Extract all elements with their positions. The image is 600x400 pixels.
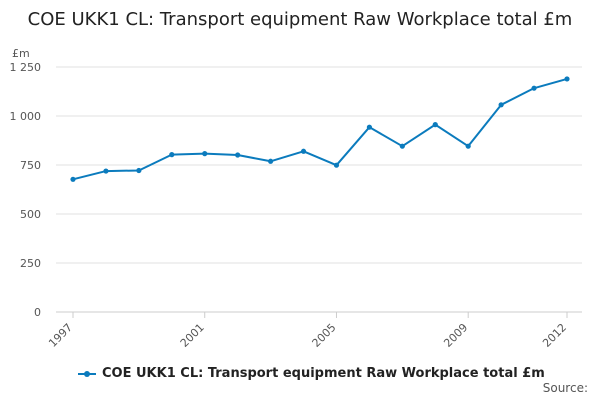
data-point <box>366 124 372 130</box>
data-point <box>531 85 537 91</box>
data-point <box>103 168 109 174</box>
y-unit-label: £m <box>12 47 30 60</box>
series-line <box>72 77 568 181</box>
source-label: Source: <box>542 381 588 395</box>
y-tick-label: 250 <box>20 257 41 270</box>
legend[interactable]: COE UKK1 CL: Transport equipment Raw Wor… <box>78 366 545 381</box>
data-point <box>300 148 307 154</box>
x-tick-label: 2005 <box>310 321 339 350</box>
data-point <box>70 176 76 182</box>
chart-title: COE UKK1 CL: Transport equipment Raw Wor… <box>27 9 573 30</box>
data-point <box>564 76 570 82</box>
legend-swatch-icon <box>78 369 96 379</box>
data-point <box>432 122 438 128</box>
data-point <box>498 102 504 108</box>
x-tick-label: 2012 <box>540 321 569 350</box>
data-point <box>268 158 274 164</box>
data-point <box>333 162 340 168</box>
data-point <box>169 152 175 158</box>
x-tick-label: 1997 <box>46 321 75 350</box>
y-tick-label: 0 <box>34 306 41 319</box>
y-tick-label: 500 <box>20 208 41 221</box>
y-tick-label: 1 000 <box>10 110 42 123</box>
legend-label: COE UKK1 CL: Transport equipment Raw Wor… <box>102 366 545 381</box>
x-tick-label: 2001 <box>178 321 207 350</box>
x-tick-label: 2009 <box>441 321 470 350</box>
data-point <box>465 143 471 149</box>
data-point <box>202 151 208 157</box>
data-point <box>399 143 405 149</box>
y-tick-label: 1 250 <box>10 61 42 74</box>
data-point <box>136 167 142 174</box>
data-point <box>235 152 241 158</box>
y-tick-label: 750 <box>20 159 41 172</box>
